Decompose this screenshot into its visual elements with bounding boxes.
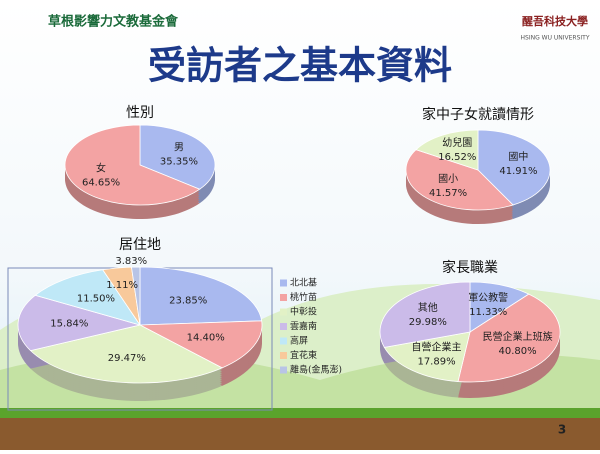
- pie-slice: [64, 124, 201, 206]
- soil: [0, 418, 600, 450]
- slice-label: 1.11%: [106, 280, 138, 291]
- slice-label: 35.35%: [160, 157, 198, 168]
- slice-category: 國小: [438, 173, 458, 185]
- pie-slice: [457, 293, 561, 383]
- slice-label: 41.57%: [429, 188, 467, 199]
- legend-swatch: [280, 308, 287, 316]
- chart-title: 性別: [126, 105, 154, 121]
- chart-title: 居住地: [119, 237, 161, 253]
- legend-label: 宜花東: [290, 349, 317, 361]
- legend-swatch: [280, 337, 287, 345]
- legend-swatch: [280, 279, 287, 287]
- pie-slice: [34, 269, 141, 326]
- logo-right-sub: HSING WU UNIVERSITY: [521, 35, 590, 42]
- legend-label: 離島(金馬澎): [290, 364, 342, 376]
- slice-category: 女: [96, 161, 106, 174]
- slice-category: 男: [174, 142, 184, 154]
- legend-swatch: [280, 366, 287, 374]
- slice-label: 64.65%: [82, 177, 120, 188]
- legend-swatch: [280, 323, 287, 330]
- slice-category: 自營企業主: [412, 340, 462, 353]
- pie-slice: [383, 331, 471, 382]
- slice-label: 11.50%: [77, 294, 115, 305]
- pie-slice: [477, 129, 551, 206]
- slice-category: 民營企業上班族: [483, 330, 553, 343]
- slice-label: 3.83%: [115, 256, 147, 267]
- legend-label: 雲嘉南: [290, 320, 317, 332]
- slice-label: 15.84%: [50, 319, 88, 330]
- slice-label: 17.89%: [417, 356, 455, 367]
- slice-category: 其他: [418, 301, 438, 314]
- pie-slice: [139, 266, 263, 326]
- slice-category: 幼兒園: [442, 136, 472, 149]
- pie-slice: [17, 294, 142, 352]
- slice-label: 41.91%: [499, 166, 537, 177]
- legend-swatch: [280, 352, 287, 359]
- slice-category: 國中: [508, 150, 528, 163]
- logo-left: 草根影響力文教基金會: [48, 14, 179, 30]
- pie-slice: [138, 320, 263, 369]
- pie-slice: [131, 266, 141, 326]
- legend-label: 北北基: [290, 277, 317, 289]
- pie-slice: [405, 149, 514, 211]
- legend-label: 桃竹苗: [290, 291, 317, 303]
- chart-title: 家長職業: [442, 259, 498, 276]
- slice-label: 23.85%: [169, 295, 207, 306]
- logo-right: 醒吾科技大學: [522, 14, 588, 28]
- slice-label: 11.33%: [469, 307, 507, 318]
- legend-swatch: [280, 294, 287, 301]
- slice-category: 軍公教警: [468, 291, 508, 304]
- slice-label: 16.52%: [438, 152, 476, 163]
- pie-slice: [379, 281, 471, 348]
- pie-slice: [139, 124, 216, 190]
- slice-label: 29.98%: [409, 317, 447, 328]
- slice-label: 29.47%: [108, 353, 146, 364]
- page-number: 3: [558, 423, 566, 437]
- slice-label: 40.80%: [499, 346, 537, 357]
- slice-label: 14.40%: [187, 332, 225, 343]
- chart-title: 家中子女就讀情形: [422, 106, 534, 123]
- slide-title: 受訪者之基本資料: [148, 44, 452, 88]
- pie-slice: [415, 129, 479, 171]
- grass: [0, 408, 600, 418]
- legend-label: 高屏: [290, 335, 308, 347]
- legend-label: 中彰投: [290, 306, 317, 318]
- pie-slice: [469, 281, 530, 333]
